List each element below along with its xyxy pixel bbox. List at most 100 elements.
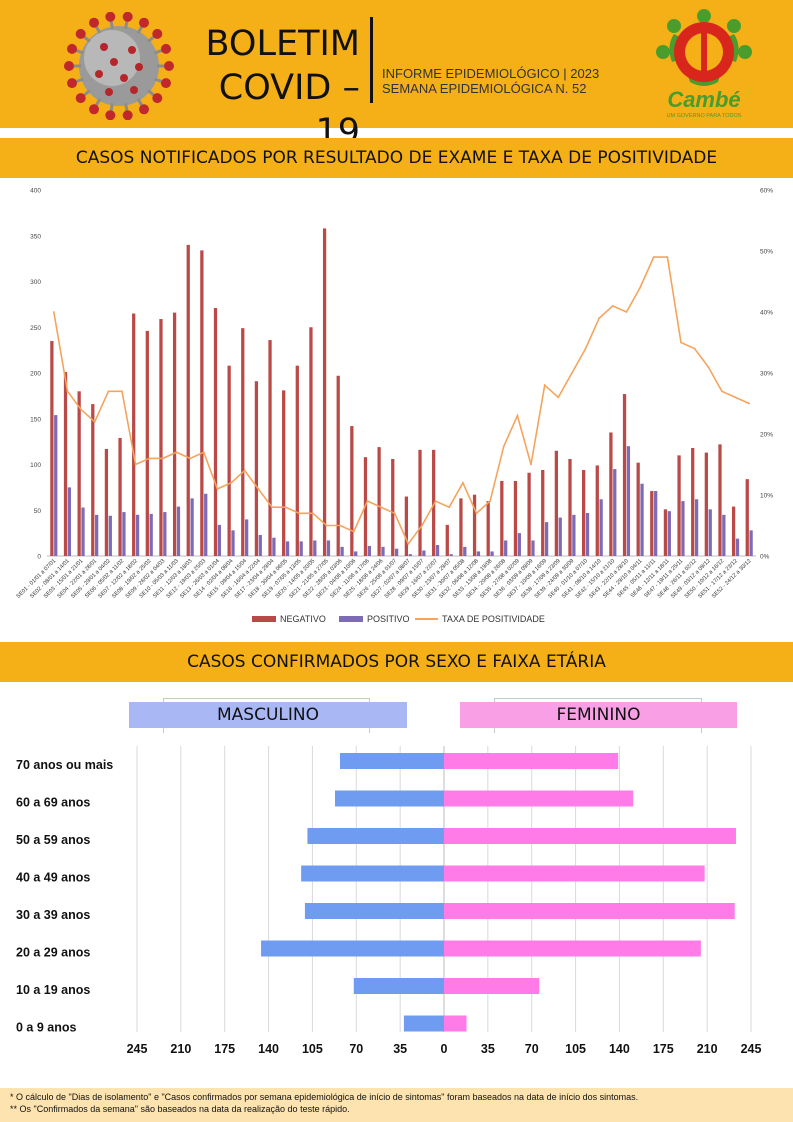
negative-bar [527,472,531,556]
positivity-rate-point [693,347,696,350]
positivity-rate-point [475,512,478,515]
positivity-rate-point [557,396,560,399]
positive-bar [476,551,481,556]
legend-positive-swatch [339,616,363,622]
positive-bar [95,514,99,556]
positive-bar [531,540,535,556]
positive-bar [108,515,112,556]
legend-negative-swatch [252,616,276,622]
chart1-title: CASOS NOTIFICADOS POR RESULTADO DE EXAME… [0,138,793,178]
coronavirus-icon [64,12,174,120]
positive-bar [504,540,508,556]
positive-bar [190,498,194,556]
title-divider [370,17,373,103]
age-group-label: 50 a 59 anos [16,833,90,847]
positivity-rate-point [352,530,355,533]
positivity-rate-point [380,506,382,509]
x-tick-label: 35 [393,1042,407,1056]
age-group-label: 10 a 19 anos [16,983,90,997]
male-bar [304,903,444,919]
positive-bar [544,522,549,556]
positivity-rate-point [680,341,682,344]
negative-bar [241,328,245,556]
negative-bar [650,491,654,556]
positivity-rate-point [202,451,205,454]
positive-bar [599,499,603,556]
positive-bar [326,540,331,556]
positive-bar [217,524,222,556]
negative-bar [391,459,395,556]
age-group-label: 30 a 39 anos [16,908,90,922]
virus-protein [95,70,103,78]
negative-bar [118,437,122,556]
virus-spike-tip [75,28,86,39]
x-tick-label: 70 [525,1042,539,1056]
age-sex-chart: 245 210 175 140 105 70 35 0 35 70 105 140 175 210 245 7… [16,746,761,1056]
positive-bar [149,513,153,556]
positive-bar [463,546,467,556]
negative-bar [663,509,668,556]
negative-bar [636,462,640,556]
positive-bar [722,514,726,556]
positive-bar [613,469,617,556]
negative-bar [254,381,259,556]
positivity-rate-point [625,311,628,313]
negative-bar [172,312,177,556]
negative-bar [77,391,81,556]
positivity-rate-point [216,488,219,490]
y2-tick-label: 30% [760,371,773,378]
positivity-rate-point [530,463,532,466]
virus-spike-tip [89,104,99,115]
positivity-rate-point [189,457,192,460]
negative-bar [677,455,681,556]
negative-bar [432,449,436,556]
age-group-label: 0 a 9 anos [16,1021,76,1035]
negative-bar [731,506,736,556]
positive-bar [367,545,371,556]
positive-bar [449,554,453,556]
positivity-rate-point [66,390,69,393]
positive-bar [422,550,426,556]
positivity-rate-point [407,542,410,545]
female-bar [444,978,540,994]
footer-note-1: * O cálculo de "Dias de isolamento" e "C… [10,1092,639,1102]
negative-bar [282,390,286,556]
positive-bar [81,507,85,556]
age-group-label: 70 anos ou mais [16,758,113,772]
y-tick-label: 200 [30,371,41,378]
positive-bar [231,530,235,556]
negative-bar [500,480,504,556]
positivity-rate-point [461,481,464,484]
positivity-rate-point [175,451,178,454]
negative-bar [132,313,136,556]
age-group-label: 40 a 49 anos [16,871,90,885]
negative-bar [159,319,163,556]
virus-highlight [84,30,140,86]
positive-bar [54,415,58,556]
positive-bar [204,493,208,556]
virus-protein [105,88,113,96]
negative-bar [309,327,313,556]
positivity-rate-point [134,463,137,466]
positive-bar [340,546,344,556]
x-tick-label: 245 [127,1042,148,1056]
negative-bar [554,450,558,556]
bulletin-title-line1: BOLETIM [205,24,360,64]
positive-bar [163,512,167,556]
bulletin-info-line1: INFORME EPIDEMIOLÓGICO | 2023 [382,66,600,81]
positivity-rate-point [434,500,437,502]
positive-bar [585,512,590,556]
positivity-rate-point [639,286,642,289]
x-tick-label: 105 [302,1042,323,1056]
positive-bar [667,511,671,556]
x-tick-label: 175 [214,1042,235,1056]
male-bar [334,790,444,807]
bulletin-info: INFORME EPIDEMIOLÓGICO | 2023 SEMANA EPI… [382,66,599,96]
positivity-rate-point [93,420,96,423]
negative-bar [227,365,231,556]
positive-bar [135,514,140,556]
negative-bar [513,480,518,556]
positive-bar [654,491,658,556]
positive-bar [299,541,303,556]
positive-bar [272,537,276,556]
